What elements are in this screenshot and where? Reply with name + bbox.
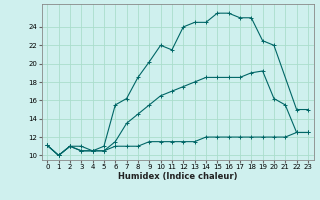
- X-axis label: Humidex (Indice chaleur): Humidex (Indice chaleur): [118, 172, 237, 181]
